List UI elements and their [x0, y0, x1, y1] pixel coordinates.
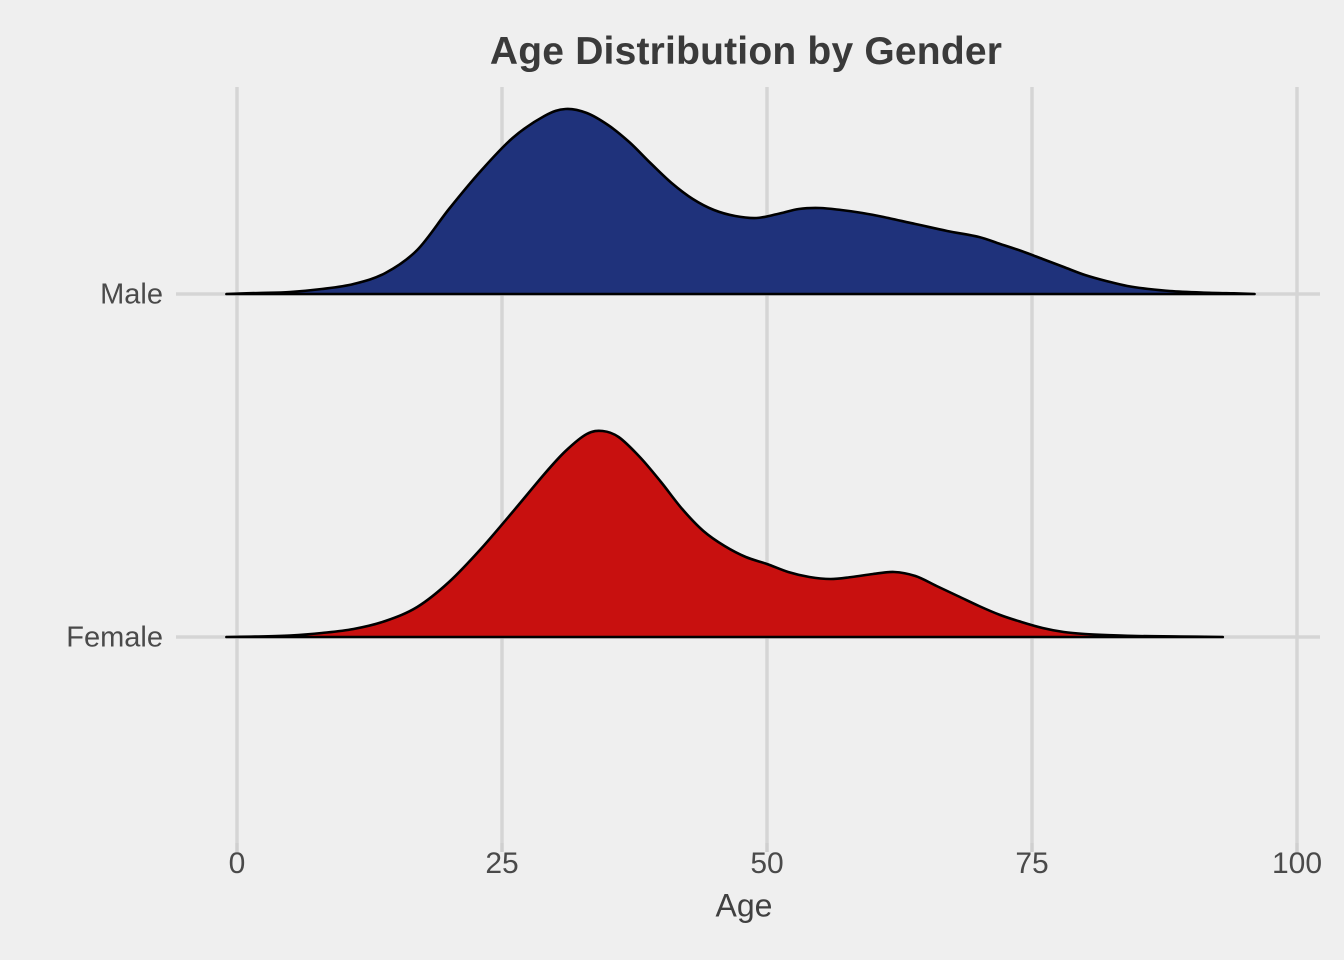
density-curve-male	[225, 107, 1256, 296]
x-tick-label-100: 100	[1271, 847, 1323, 880]
x-tick-label-0: 0	[228, 847, 246, 880]
axis-ticks	[235, 843, 1299, 852]
x-tick-label-25: 25	[485, 847, 519, 880]
density-curve-female	[225, 429, 1225, 639]
density-curves	[225, 107, 1256, 639]
y-tick-label-male: Male	[100, 278, 163, 311]
x-tick-label-50: 50	[750, 847, 784, 880]
gridlines	[176, 87, 1320, 843]
x-tick-label-75: 75	[1015, 847, 1049, 880]
x-axis-title: Age	[715, 887, 773, 924]
y-tick-label-female: Female	[66, 621, 163, 654]
chart-title: Age Distribution by Gender	[489, 30, 1003, 73]
